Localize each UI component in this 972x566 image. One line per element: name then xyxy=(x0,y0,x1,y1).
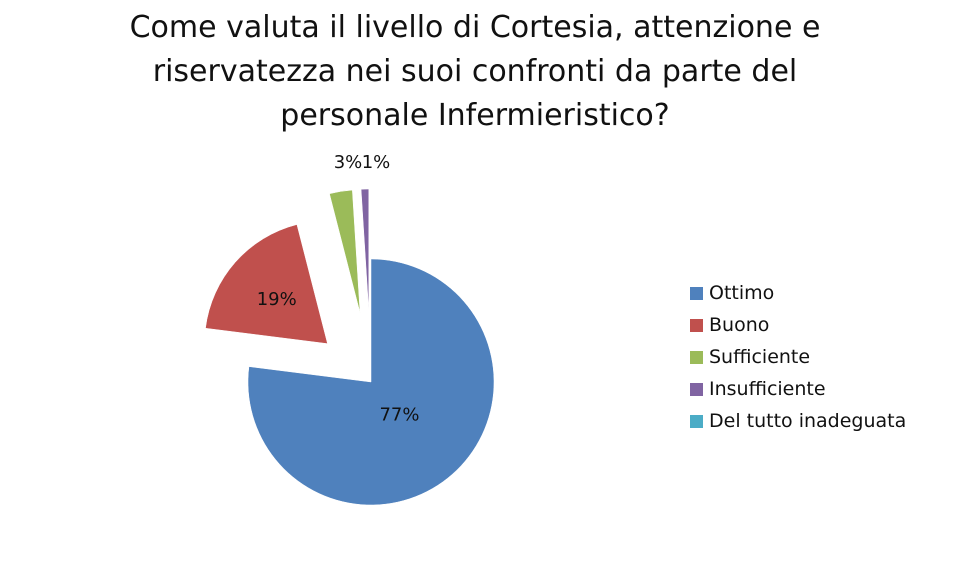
legend-label-buono: Buono xyxy=(709,314,770,336)
chart-legend: Ottimo Buono Sufficiente Insufficiente D… xyxy=(690,277,906,437)
data-label-buono: 19% xyxy=(257,289,297,310)
pie-slice-insufficiente xyxy=(360,188,370,313)
legend-item-sufficiente: Sufficiente xyxy=(690,341,906,373)
legend-item-del-tutto-inadeguata: Del tutto inadeguata xyxy=(690,405,906,437)
chart-title-line-2: riservatezza nei suoi confronti da parte… xyxy=(152,54,798,89)
chart-title-line-1: Come valuta il livello di Cortesia, atte… xyxy=(129,10,821,45)
legend-item-insufficiente: Insufficiente xyxy=(690,373,906,405)
data-label-ottimo: 77% xyxy=(379,404,419,425)
legend-item-ottimo: Ottimo xyxy=(690,277,906,309)
pie-slice-sufficiente xyxy=(329,189,361,313)
legend-item-buono: Buono xyxy=(690,309,906,341)
pie-slice-buono xyxy=(205,224,328,344)
chart-title: Come valuta il livello di Cortesia, atte… xyxy=(60,6,890,138)
data-label-insufficiente: 1% xyxy=(362,152,391,173)
legend-swatch-sufficiente xyxy=(690,350,703,364)
legend-swatch-insufficiente xyxy=(690,382,703,396)
chart-title-line-3: personale Infermieristico? xyxy=(280,98,670,133)
legend-swatch-buono xyxy=(690,318,703,332)
legend-swatch-del-tutto-inadeguata xyxy=(690,414,703,428)
legend-swatch-ottimo xyxy=(690,286,703,300)
legend-label-ottimo: Ottimo xyxy=(709,282,775,304)
legend-label-insufficiente: Insufficiente xyxy=(709,378,826,400)
data-label-sufficiente: 3% xyxy=(334,152,363,173)
legend-label-del-tutto-inadeguata: Del tutto inadeguata xyxy=(709,410,907,432)
pie-slice-ottimo xyxy=(247,258,495,506)
legend-label-sufficiente: Sufficiente xyxy=(709,346,811,368)
